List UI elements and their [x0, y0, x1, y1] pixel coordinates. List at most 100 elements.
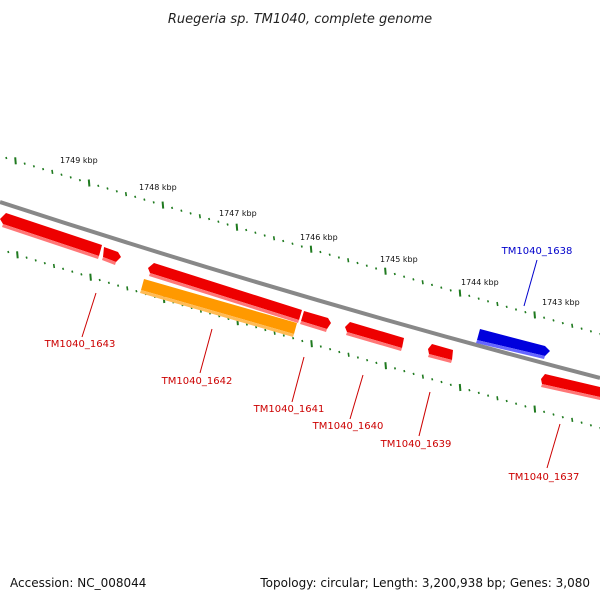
scale-tick: [571, 323, 574, 328]
scale-tick: [32, 165, 35, 168]
gene-tm1040-1642-top[interactable]: [148, 263, 331, 332]
scale-tick: [135, 289, 138, 293]
scale-tick: [291, 242, 294, 245]
scale-tick: [393, 367, 397, 370]
map-title: Ruegeria sp. TM1040, complete genome: [168, 12, 432, 27]
scale-tick: [337, 256, 340, 259]
gene-tm1040-1638[interactable]: [476, 329, 550, 359]
scale-tick: [347, 258, 350, 263]
scale-tick: [282, 239, 285, 243]
scale-tick: [263, 234, 266, 237]
scale-label: 1748 kbp: [139, 183, 177, 192]
gene-label[interactable]: TM1040_1637: [508, 472, 580, 483]
scale-tick: [430, 283, 434, 287]
scale-tick: [71, 270, 74, 273]
gene-labels: TM1040_1643 TM1040_1642 TM1040_1641 TM10…: [44, 246, 580, 483]
gene-tm1040-1639[interactable]: [428, 344, 453, 363]
scale-tick: [366, 358, 369, 362]
scale-tick: [7, 250, 10, 254]
scale-tick: [458, 383, 462, 392]
scale-tick: [384, 267, 387, 275]
scale-tick: [134, 195, 137, 199]
scale-tick: [255, 325, 258, 329]
scale-tick: [235, 223, 239, 231]
scale-tick: [300, 245, 303, 248]
scale-tick: [319, 345, 322, 348]
scale-tick: [403, 275, 406, 278]
scale-tick: [393, 272, 396, 276]
label-leaders: [81, 259, 561, 469]
scale-tick: [384, 362, 387, 370]
gene-label[interactable]: TM1040_1642: [161, 376, 233, 387]
scale-tick: [23, 162, 26, 165]
scale-tick: [580, 327, 583, 330]
scale-tick: [505, 305, 508, 309]
scale-tick: [580, 421, 583, 424]
scale-tick: [571, 417, 574, 423]
scale-tick: [309, 245, 313, 253]
genome-backbone: [0, 200, 600, 380]
scale-label: 1749 kbp: [60, 156, 98, 165]
scale-tick: [552, 319, 555, 322]
scale-tick: [477, 391, 480, 395]
scale-tick: [449, 383, 452, 387]
gene-tm1040-1642[interactable]: [140, 279, 297, 337]
gene-label[interactable]: TM1040_1639: [380, 439, 452, 450]
scale-tick: [356, 261, 359, 265]
scale-label: 1745 kbp: [380, 255, 418, 264]
gene-tm1040-1640[interactable]: [345, 322, 404, 351]
scale-tick: [375, 361, 378, 365]
scale-tick: [87, 179, 91, 187]
scale-label: 1747 kbp: [219, 209, 257, 218]
scale-tick: [180, 209, 183, 212]
scale-tick: [543, 410, 546, 414]
scale-tick: [440, 286, 443, 289]
scale-tick: [98, 278, 101, 282]
scale-tick: [292, 336, 295, 340]
scale-tick: [245, 228, 248, 232]
scale-tick: [226, 223, 229, 226]
scale-tick: [16, 251, 19, 259]
scale-tick: [106, 187, 109, 190]
scale-tick: [143, 198, 146, 201]
scale-tick: [152, 201, 155, 204]
scale-tick: [126, 286, 129, 291]
gene-label[interactable]: TM1040_1638: [501, 246, 573, 257]
scale-tick: [198, 214, 201, 219]
scale-tick: [347, 352, 350, 357]
scale-tick: [533, 311, 536, 319]
scale-tick: [514, 308, 518, 311]
scale-tick: [52, 263, 56, 269]
scale-tick: [89, 273, 92, 281]
scale-tick: [60, 173, 63, 176]
scale-label: 1743 kbp: [542, 298, 580, 307]
scale-tick: [171, 206, 174, 210]
gene-label[interactable]: TM1040_1643: [44, 339, 116, 350]
scale-tick: [25, 256, 28, 259]
scale-tick: [310, 340, 313, 348]
scale-labels: 1749 kbp 1748 kbp 1747 kbp 1746 kbp 1745…: [60, 156, 580, 307]
scale-label: 1746 kbp: [300, 233, 338, 242]
scale-tick: [543, 316, 546, 319]
scale-tick: [468, 294, 471, 298]
scale-tick: [496, 301, 499, 307]
scale-tick: [477, 297, 480, 300]
scale-tick: [117, 284, 120, 287]
scale-tick: [319, 250, 322, 254]
scale-tick: [97, 184, 100, 188]
gene-tm1040-1637[interactable]: [541, 374, 600, 400]
accession-text: Accession: NC_008044: [10, 576, 147, 590]
scale-tick: [486, 300, 490, 303]
gene-label[interactable]: TM1040_1640: [312, 421, 384, 432]
scale-tick: [282, 334, 285, 337]
scale-tick: [124, 191, 128, 197]
scale-tick: [328, 253, 331, 256]
scale-tick: [421, 374, 424, 379]
gene-label[interactable]: TM1040_1641: [253, 404, 325, 415]
gene-tm1040-1643[interactable]: [0, 213, 121, 265]
scale-tick: [515, 402, 518, 405]
scale-tick: [161, 201, 165, 209]
scale-tick: [115, 190, 118, 193]
scale-tick: [78, 178, 81, 182]
scale-tick: [365, 264, 368, 267]
